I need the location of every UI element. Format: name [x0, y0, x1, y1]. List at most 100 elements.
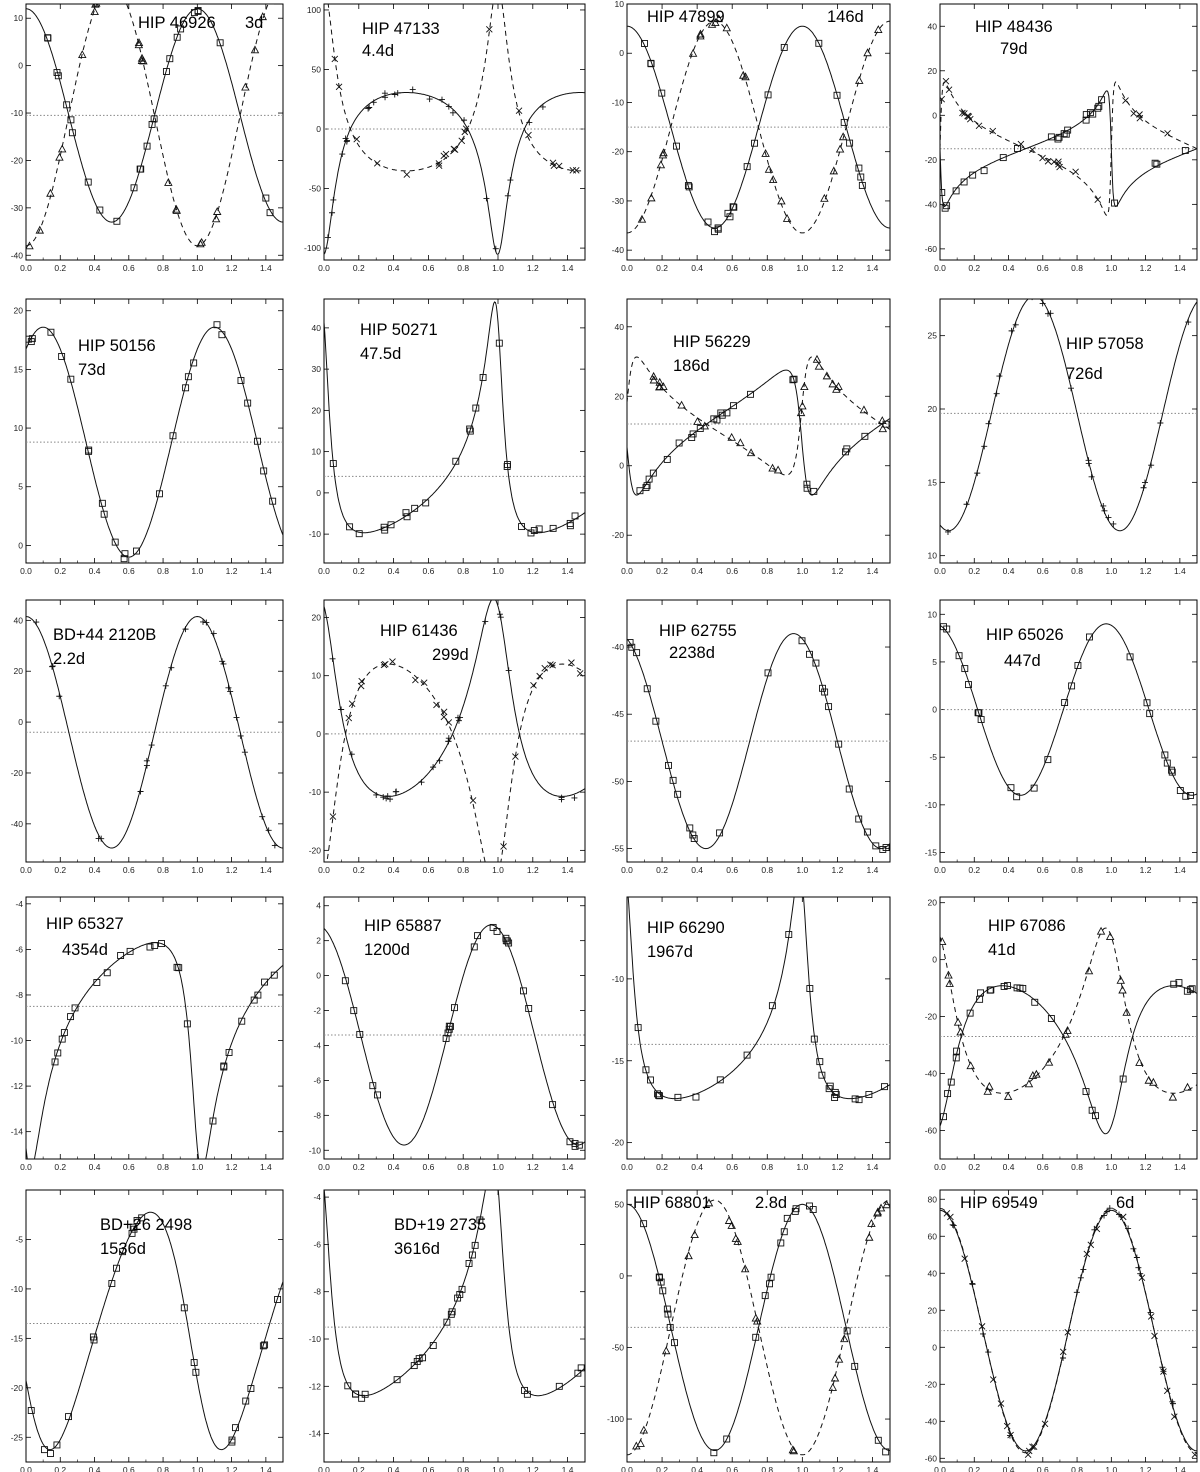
plot-frame: [939, 896, 1198, 1160]
rv-measurement: [381, 660, 389, 668]
rv-measurement: [1082, 111, 1090, 119]
rv-measurement: [816, 1058, 824, 1066]
rv-measurement: [358, 1394, 366, 1402]
rv-measurement: [838, 132, 848, 141]
rv-measurement: [711, 228, 718, 236]
x-tick-label: 0.0: [318, 1465, 330, 1472]
star-name-label: HIP 67086: [988, 917, 1066, 935]
y-tick-label: 20: [615, 391, 625, 401]
rv-measurement: [117, 952, 125, 959]
rv-measurement: [566, 1138, 574, 1146]
primary-orbit-curve: [940, 985, 1197, 1135]
rv-measurement: [782, 213, 792, 222]
rv-measurement: [1095, 102, 1103, 110]
x-tick-label: 0.8: [761, 263, 773, 273]
y-tick-label: -10: [925, 800, 938, 810]
rv-measurement: [1029, 1443, 1036, 1451]
y-tick-label: 40: [312, 323, 322, 333]
rv-measurement: [693, 416, 702, 425]
rv-measurement: [944, 970, 953, 979]
rv-measurement: [482, 618, 489, 625]
x-tick-label: 1.2: [527, 865, 539, 875]
rv-measurement: [985, 1081, 994, 1090]
star-name-label: HIP 62755: [659, 622, 737, 640]
x-tick-label: 0.8: [457, 865, 469, 875]
rv-measurement: [419, 1354, 427, 1362]
star-name-label: BD+26 2498: [100, 1216, 192, 1234]
rv-panel: 0.0 0.2 0.4 0.6 0.8 1.0 1.2 1.4 -40 -20 0 20 40 BD+44…: [11, 599, 284, 875]
plot-frame: [25, 3, 284, 261]
rv-measurement: [344, 1382, 352, 1390]
y-tick-label: 80: [928, 1194, 938, 1204]
rv-measurement: [861, 432, 869, 440]
y-tick-label: 4: [316, 901, 321, 911]
period-label: 73d: [78, 361, 106, 379]
rv-measurement: [182, 384, 190, 392]
rv-measurement: [1110, 520, 1117, 527]
rv-measurement: [440, 708, 448, 716]
rv-measurement: [162, 682, 169, 689]
rv-measurement: [654, 1090, 661, 1098]
rv-measurement: [329, 655, 336, 662]
y-tick-label: -14: [309, 1429, 322, 1439]
rv-measurement: [777, 196, 786, 205]
x-tick-label: 1.4: [1174, 263, 1186, 273]
x-tick-label: 1.4: [260, 865, 272, 875]
x-tick-label: 1.2: [831, 1465, 843, 1472]
x-tick-label: 0.6: [422, 1162, 434, 1172]
rv-measurement: [194, 7, 202, 14]
rv-measurement: [146, 943, 154, 951]
plot-frame: [626, 1189, 891, 1463]
x-tick-label: 0.0: [318, 865, 330, 875]
x-tick-label: 1.4: [562, 1162, 574, 1172]
rv-measurement: [387, 796, 394, 803]
rv-measurement: [119, 1248, 127, 1256]
rv-measurement: [835, 740, 843, 748]
rv-measurement: [448, 1308, 456, 1316]
rv-measurement: [247, 1385, 255, 1392]
plot-frame: [939, 298, 1198, 564]
rv-measurement: [148, 742, 155, 749]
rv-measurement: [986, 986, 994, 994]
rv-measurement: [1068, 682, 1076, 690]
rv-measurement: [767, 1273, 775, 1281]
rv-measurement: [525, 1005, 533, 1012]
x-tick-label: 0.8: [157, 1465, 169, 1472]
rv-measurement: [1044, 756, 1052, 764]
rv-measurement: [806, 650, 813, 658]
rv-measurement: [137, 788, 144, 795]
rv-measurement: [1187, 792, 1194, 799]
x-tick-label: 1.0: [1105, 263, 1117, 273]
x-tick-label: 1.4: [867, 1162, 879, 1172]
rv-measurement: [1101, 507, 1108, 514]
rv-measurement: [358, 677, 366, 685]
rv-measurement: [549, 159, 557, 167]
rv-measurement: [89, 1333, 97, 1341]
rv-measurement: [851, 1095, 859, 1103]
rv-measurement: [831, 1088, 839, 1096]
rv-measurement: [867, 1218, 876, 1227]
rv-measurement: [261, 978, 269, 986]
rv-measurement: [1118, 985, 1127, 994]
rv-measurement: [253, 437, 261, 445]
rv-measurement: [659, 148, 668, 157]
rv-measurement: [65, 1413, 72, 1421]
rv-measurement: [369, 1082, 377, 1090]
rv-measurement: [26, 241, 34, 250]
rv-measurement: [172, 205, 181, 214]
rv-panel: 0.0 0.2 0.4 0.6 0.8 1.0 1.2 1.4 -10 0 10 20 30 40 HIP …: [309, 298, 586, 576]
rv-measurement: [443, 1318, 451, 1326]
y-tick-label: -10: [612, 97, 625, 107]
y-tick-label: -40: [925, 1416, 938, 1426]
rv-measurement: [85, 447, 93, 455]
y-tick-label: -4: [15, 899, 23, 909]
x-tick-label: 0.6: [123, 263, 135, 273]
rv-measurement: [1135, 1057, 1144, 1066]
rv-measurement: [539, 103, 546, 110]
plot-frame: [323, 298, 586, 564]
rv-measurement: [493, 927, 501, 935]
x-tick-label: 1.0: [191, 1465, 203, 1472]
y-tick-label: -10: [309, 1145, 322, 1155]
x-tick-label: 0.2: [353, 1162, 365, 1172]
